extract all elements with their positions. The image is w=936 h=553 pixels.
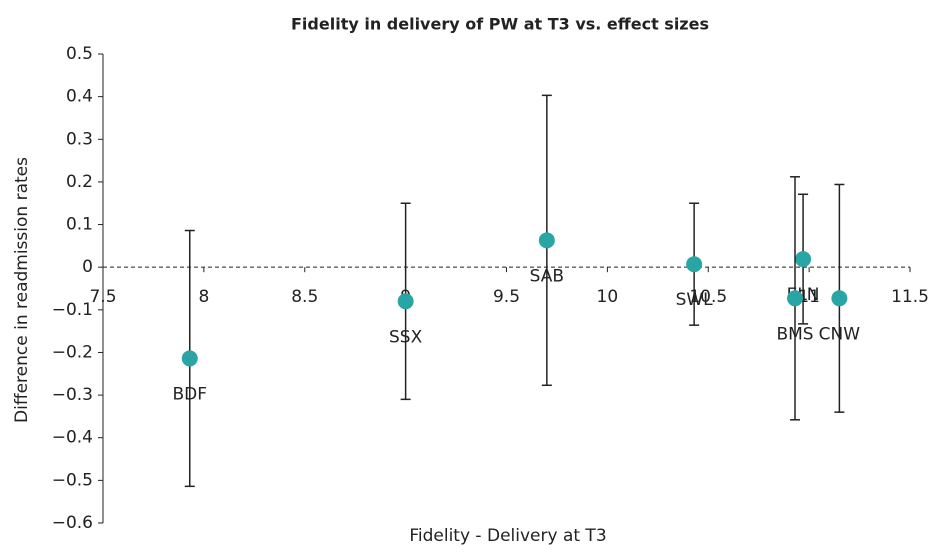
point [181,350,198,367]
y-tick-label: −0.5 [52,470,93,490]
x-tick-label: 10.5 [689,287,727,307]
y-tick-label: −0.4 [52,428,93,448]
y-tick-label: 0.3 [66,129,93,149]
point-label: BMS [776,324,813,344]
x-tick-label: 7.5 [89,287,116,307]
x-tick-label: 11.5 [891,287,929,307]
y-tick-label: −0.6 [52,513,93,533]
chart-title: Fidelity in delivery of PW at T3 vs. eff… [291,15,709,34]
point [397,293,414,310]
x-tick-label: 10 [597,287,619,307]
x-tick-label: 8 [198,287,209,307]
x-tick-label: 8.5 [291,287,318,307]
y-tick-label: 0.1 [66,215,93,235]
point [538,232,555,249]
y-tick-label: −0.1 [52,300,93,320]
y-axis-label: Difference in readmission rates [12,157,32,423]
point [686,256,703,273]
y-tick-label: −0.2 [52,342,93,362]
y-tick-label: 0.5 [66,44,93,64]
point-label: SWL [676,290,714,310]
x-axis-label: Fidelity - Delivery at T3 [409,526,606,546]
point-label: SSX [389,327,423,347]
y-tick-label: 0.4 [66,87,93,107]
y-tick-label: −0.3 [52,385,93,405]
point [787,290,804,307]
x-tick-label: 9.5 [493,287,520,307]
y-tick-label: 0.2 [66,172,93,192]
point [831,290,848,307]
point-label: BDF [172,384,207,404]
point-label: SAB [530,266,564,286]
y-tick-label: 0 [82,257,93,277]
point [795,251,812,268]
point-label: CNW [819,324,861,344]
